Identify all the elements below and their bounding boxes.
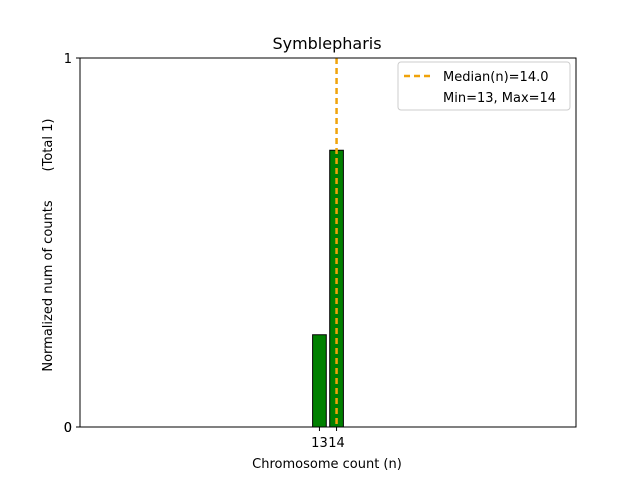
y-axis-label: Normalized num of counts bbox=[41, 200, 56, 371]
x-axis-ticks: 13 14 bbox=[311, 427, 345, 451]
bar-13 bbox=[312, 334, 327, 428]
x-axis-label: Chromosome count (n) bbox=[252, 457, 402, 472]
legend-box bbox=[397, 61, 571, 111]
legend: Median(n)=14.0 Min=13, Max=14 bbox=[397, 61, 571, 111]
y-tick-label: 0 bbox=[64, 421, 72, 436]
legend-entry-median: Median(n)=14.0 bbox=[443, 70, 549, 85]
plot-frame bbox=[79, 57, 577, 428]
y-tick-label: 1 bbox=[64, 52, 72, 67]
bars-group bbox=[312, 149, 344, 428]
y-axis-total-note: (Total 1) bbox=[41, 119, 56, 172]
x-tick-label: 13 bbox=[311, 436, 328, 451]
y-axis-ticks: 001 bbox=[64, 52, 80, 436]
x-tick-label: 14 bbox=[328, 436, 345, 451]
chart-title: Symblepharis bbox=[272, 34, 381, 53]
legend-entry-minmax: Min=13, Max=14 bbox=[443, 91, 556, 106]
y-tick-label: 0 bbox=[64, 421, 72, 436]
